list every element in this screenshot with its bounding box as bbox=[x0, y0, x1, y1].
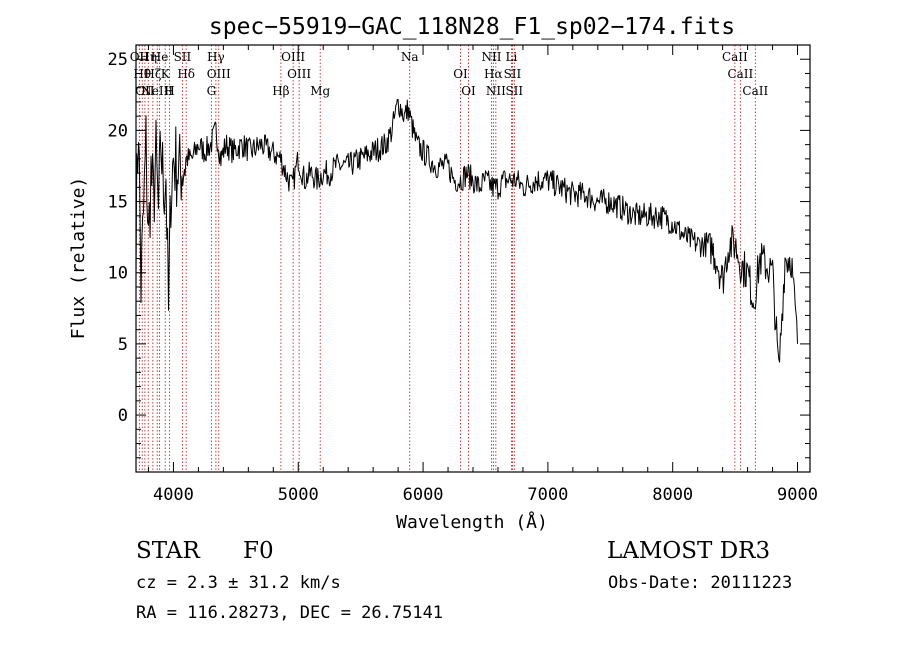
spectral-line-label: NII bbox=[486, 84, 506, 98]
spectrum-line bbox=[135, 98, 798, 363]
spectral-line-label: OIII bbox=[287, 67, 311, 81]
y-tick-label: 20 bbox=[108, 121, 128, 141]
spectral-line-label: NII bbox=[481, 50, 501, 64]
spectral-line-label: OIII bbox=[281, 50, 305, 64]
spectral-line-label: Hβ bbox=[272, 84, 289, 98]
spectral-line-label: Hη bbox=[139, 50, 157, 64]
x-tick-label: 9000 bbox=[777, 485, 818, 505]
spectral-line-label: OII bbox=[130, 50, 150, 64]
x-ticks: 4000 5000 6000 7000 8000 9000 bbox=[147, 45, 818, 505]
plot-frame bbox=[135, 44, 811, 473]
spectral-line-label: Mg bbox=[310, 84, 330, 98]
y-tick-label: 15 bbox=[108, 193, 128, 213]
spectral-line-label: Hδ bbox=[177, 67, 195, 81]
spectral-line-label: H bbox=[164, 84, 174, 98]
spectral-line-label: Na bbox=[401, 50, 419, 64]
x-axis-label: Wavelength (Å) bbox=[396, 511, 548, 533]
spectral-line-label: K bbox=[161, 67, 171, 81]
y-axis-label: Flux (relative) bbox=[68, 177, 89, 340]
coordinates-text: RA = 116.28273, DEC = 26.75141 bbox=[136, 603, 444, 623]
chart-title: spec−55919−GAC_118N28_F1_sp02−174.fits bbox=[209, 14, 735, 40]
spectral-line-label: CaII bbox=[722, 50, 748, 64]
y-tick-label: 10 bbox=[108, 264, 128, 284]
spectral-line-label: OIII bbox=[207, 67, 231, 81]
spectral-line-label: Li bbox=[506, 50, 518, 64]
object-class: STAR bbox=[136, 538, 200, 564]
spectrum-series bbox=[135, 98, 798, 363]
x-tick-label: 5000 bbox=[278, 485, 319, 505]
spectral-line-label: Hγ bbox=[207, 50, 225, 64]
spectral-line-label: Hζ bbox=[144, 67, 161, 81]
spectral-line-label: SII bbox=[174, 50, 192, 64]
x-tick-label: 4000 bbox=[153, 485, 194, 505]
x-tick-label: 6000 bbox=[403, 485, 444, 505]
x-tick-label: 7000 bbox=[527, 485, 568, 505]
y-tick-label: 5 bbox=[118, 335, 128, 355]
spectral-line-label: SII bbox=[504, 67, 522, 81]
survey-name: LAMOST DR3 bbox=[607, 538, 771, 564]
spectral-line-label: CaII bbox=[742, 84, 768, 98]
spectral-line-label: SII bbox=[505, 84, 523, 98]
spectral-line-label: CaII bbox=[727, 67, 753, 81]
y-tick-label: 0 bbox=[118, 406, 128, 426]
spectral-subclass: F0 bbox=[243, 538, 274, 564]
spectral-line-label: OI bbox=[453, 67, 468, 81]
spectral-line-label: Hα bbox=[484, 67, 503, 81]
x-tick-label: 8000 bbox=[652, 485, 693, 505]
spectral-line-label: He bbox=[151, 50, 169, 64]
obs-date-text: Obs-Date: 20111223 bbox=[608, 573, 793, 593]
y-tick-label: 25 bbox=[108, 50, 128, 70]
spectral-line-label: OI bbox=[461, 84, 476, 98]
y-ticks: 0 5 10 15 20 25 bbox=[108, 44, 810, 459]
spectral-line-label: G bbox=[207, 84, 217, 98]
spectral-line-markers bbox=[138, 45, 756, 472]
spectral-line-label: Hθ bbox=[133, 67, 151, 81]
spectral-line-label: NeIII bbox=[141, 84, 173, 98]
spectral-line-labels: OIIHθOIIHηHζNeIIIHeKHSIIHδGHγOIIIHβOIIIO… bbox=[130, 50, 769, 98]
redshift-text: cz = 2.3 ± 31.2 km/s bbox=[136, 573, 341, 593]
